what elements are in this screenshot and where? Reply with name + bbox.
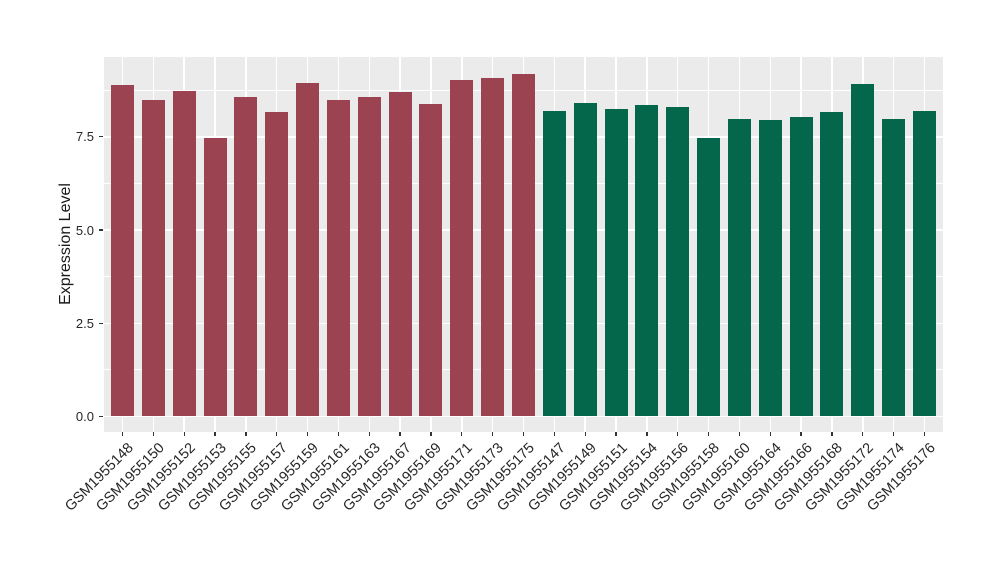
y-tick-label: 2.5 <box>75 315 94 331</box>
y-axis-tick <box>99 415 103 418</box>
x-axis-tick <box>862 432 864 436</box>
x-axis-tick <box>306 432 309 436</box>
bar <box>666 106 690 417</box>
x-axis-tick <box>368 432 370 436</box>
x-axis-tick <box>800 432 802 436</box>
y-axis-tick <box>99 322 103 324</box>
x-axis-tick <box>492 432 494 436</box>
x-axis-tick <box>738 432 741 436</box>
x-axis-tick <box>553 432 555 436</box>
x-axis-tick <box>522 432 525 436</box>
bar <box>296 82 320 417</box>
bar <box>450 80 474 417</box>
bar <box>789 117 813 417</box>
x-axis-tick <box>923 432 926 436</box>
bar <box>357 96 381 417</box>
bar <box>419 103 443 417</box>
x-axis-tick <box>892 432 895 436</box>
y-axis-title: Expression Level <box>57 183 74 305</box>
y-tick-label: 5.0 <box>75 222 94 238</box>
bar <box>542 111 566 417</box>
bar <box>388 92 412 417</box>
y-axis-tick <box>99 229 103 231</box>
bar <box>758 120 782 417</box>
bar <box>882 118 906 417</box>
x-axis-tick <box>615 432 617 436</box>
x-axis-tick <box>121 432 124 436</box>
bar <box>820 111 844 417</box>
x-axis-tick <box>337 432 340 436</box>
bar <box>512 74 535 417</box>
bar <box>635 104 659 417</box>
x-axis-tick <box>183 432 185 436</box>
x-axis-tick <box>430 432 432 436</box>
x-axis-tick <box>831 432 833 436</box>
x-axis-tick <box>245 432 247 436</box>
bar <box>697 138 721 417</box>
bar <box>912 111 936 417</box>
bar <box>727 118 751 417</box>
bar <box>851 83 875 417</box>
bar <box>265 111 289 417</box>
plot-panel <box>104 57 943 432</box>
x-axis-tick <box>276 432 278 436</box>
bar <box>234 96 258 417</box>
bar <box>573 102 597 417</box>
x-axis-tick <box>584 432 586 436</box>
bar <box>203 138 227 417</box>
x-axis-tick <box>399 432 401 436</box>
x-axis-tick <box>461 432 463 436</box>
x-axis-tick <box>152 432 154 436</box>
y-tick-label: 7.5 <box>75 129 94 145</box>
bar <box>111 85 134 417</box>
x-axis-tick <box>677 432 679 436</box>
x-axis-tick <box>769 432 771 436</box>
x-axis-tick <box>707 432 710 436</box>
bar <box>172 90 196 417</box>
x-axis-tick <box>214 432 216 436</box>
bar <box>326 99 350 417</box>
bar <box>481 77 505 417</box>
bar <box>604 108 628 417</box>
y-axis-tick <box>99 136 103 138</box>
x-axis-tick <box>646 432 648 436</box>
bar <box>141 99 165 417</box>
y-tick-label: 0.0 <box>75 408 94 424</box>
